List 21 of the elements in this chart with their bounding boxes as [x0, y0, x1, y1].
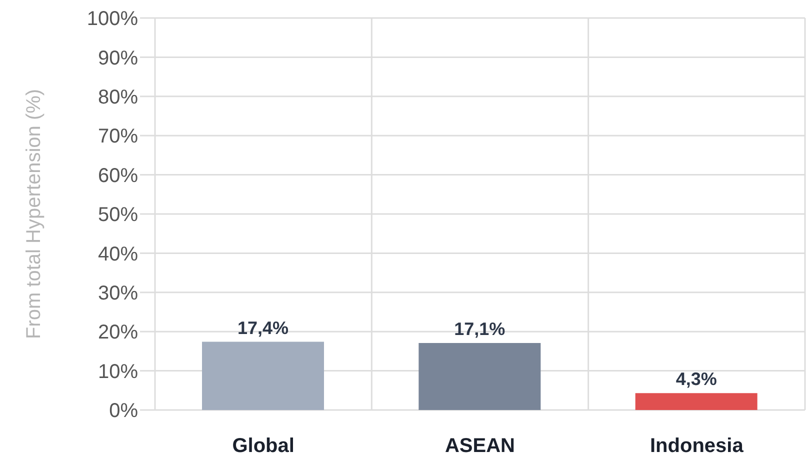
x-tick-label: ASEAN — [444, 435, 516, 458]
y-tick-label: 30% — [98, 282, 138, 304]
y-tick-label: 10% — [98, 360, 138, 383]
x-tick-label: Global — [232, 435, 294, 458]
data-label: 17,4% — [237, 318, 289, 338]
y-tick-label: 40% — [98, 243, 138, 266]
y-tick-label: 80% — [98, 86, 138, 108]
x-tick-label: Indonesia — [650, 435, 744, 458]
y-axis-title: From total Hypertension (%) — [23, 88, 46, 340]
y-tick-label: 60% — [98, 164, 138, 187]
bar — [202, 342, 324, 410]
y-tick-label: 0% — [109, 400, 138, 422]
y-tick-label: 50% — [98, 204, 138, 226]
y-tick-label: 90% — [98, 47, 138, 70]
y-tick-label: 100% — [86, 8, 138, 30]
data-label: 4,3% — [676, 369, 717, 390]
bar — [418, 342, 541, 410]
y-tick-label: 70% — [98, 126, 138, 148]
bar — [635, 393, 758, 410]
data-label: 17,1% — [454, 318, 506, 339]
y-tick-label: 20% — [98, 322, 138, 344]
